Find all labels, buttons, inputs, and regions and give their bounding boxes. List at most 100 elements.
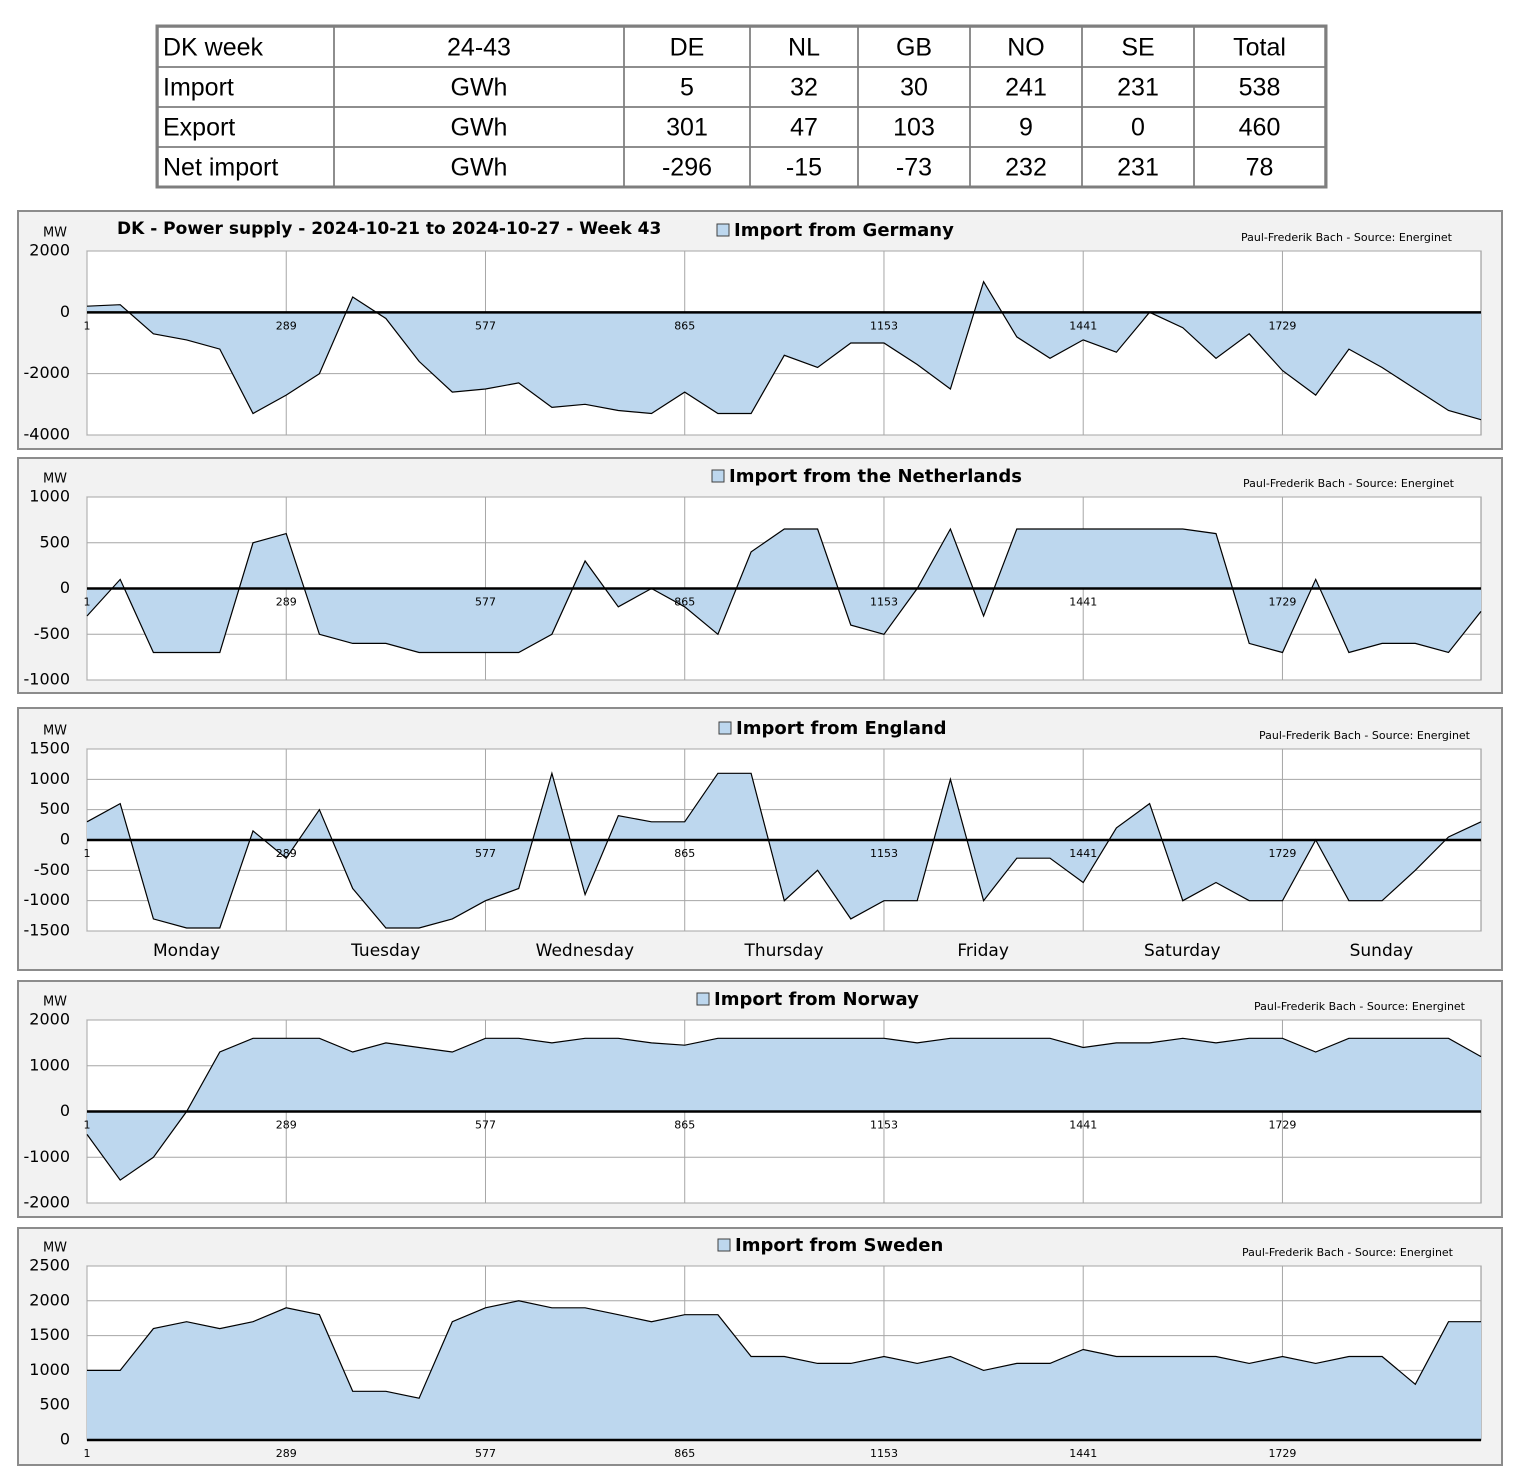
table-cell-text: 231 [1117, 74, 1159, 102]
day-label: Monday [153, 941, 220, 961]
legend-label: Import from the Netherlands [729, 466, 1022, 487]
y-tick-label: 500 [39, 1395, 70, 1414]
table-cell-text: Net import [163, 154, 278, 182]
table-cell-text: DE [670, 34, 705, 62]
y-tick-label: 2500 [29, 1256, 70, 1275]
x-tick-label: 1441 [1069, 596, 1097, 609]
x-tick-label: 1 [84, 1447, 91, 1460]
y-tick-label: 500 [39, 799, 70, 818]
area [87, 773, 1481, 928]
y-tick-label: -4000 [24, 425, 71, 444]
y-tick-label: 2000 [29, 1290, 70, 1309]
table-cell-text: GWh [451, 114, 508, 142]
table-cell-text: DK week [163, 34, 264, 62]
legend-swatch [696, 992, 710, 1006]
x-tick-label: 865 [674, 1447, 695, 1460]
day-label: Tuesday [350, 941, 420, 961]
line [86, 527, 1482, 654]
y-tick-label: -1000 [24, 670, 71, 689]
legend-swatch [717, 1238, 731, 1252]
table-cell-text: GB [896, 34, 932, 62]
table-cell-text: 538 [1239, 74, 1281, 102]
table-cell-text: -296 [662, 154, 712, 182]
legend-label: Import from Sweden [735, 1235, 943, 1256]
day-label: Friday [957, 941, 1009, 961]
table-cell-text: 0 [1131, 114, 1145, 142]
legend-label: Import from Norway [714, 989, 919, 1010]
table-cell-text: 78 [1246, 154, 1274, 182]
x-tick-label: 1153 [870, 1447, 898, 1460]
table-cell-text: -15 [786, 154, 822, 182]
x-tick-label: 577 [475, 319, 496, 332]
y-tick-label: 0 [60, 830, 70, 849]
table-cell-text: 5 [680, 74, 694, 102]
x-tick-label: 289 [276, 319, 297, 332]
y-tick-label: 1000 [29, 1055, 70, 1074]
x-tick-label: 1729 [1268, 596, 1296, 609]
y-axis-label: MW [43, 724, 67, 739]
table-cell-text: 30 [900, 74, 928, 102]
table-cell-text: -73 [896, 154, 932, 182]
y-tick-label: 1000 [29, 1360, 70, 1379]
y-tick-label: -500 [34, 624, 70, 643]
x-tick-label: 865 [674, 1119, 695, 1132]
day-label: Wednesday [536, 941, 634, 961]
legend-swatch [716, 223, 730, 237]
legend-label: Import from Germany [734, 220, 954, 241]
y-tick-label: -1000 [24, 890, 71, 909]
area [87, 281, 1481, 420]
line [86, 771, 1482, 929]
x-tick-label: 577 [475, 1447, 496, 1460]
x-tick-label: 577 [475, 1119, 496, 1132]
area [87, 529, 1481, 653]
x-tick-label: 1441 [1069, 1119, 1097, 1132]
x-tick-label: 289 [276, 596, 297, 609]
x-tick-label: 289 [276, 1119, 297, 1132]
y-tick-label: 0 [60, 578, 70, 597]
table-cell-text: GWh [451, 74, 508, 102]
table-cell-text: 301 [666, 114, 708, 142]
table-cell-text: 9 [1019, 114, 1033, 142]
table-cell-text: 241 [1005, 74, 1047, 102]
table-cell-text: 47 [790, 114, 818, 142]
x-tick-label: 577 [475, 596, 496, 609]
source-note: Paul-Frederik Bach - Source: Energinet [1254, 1000, 1466, 1013]
x-tick-label: 1729 [1268, 1119, 1296, 1132]
area [87, 1300, 1481, 1440]
table-cell-text: 103 [893, 114, 935, 142]
y-tick-label: -500 [34, 860, 70, 879]
y-tick-label: 1500 [29, 1325, 70, 1344]
day-label: Thursday [743, 941, 823, 961]
table-cell-text: NO [1007, 34, 1045, 62]
y-tick-label: 0 [60, 1101, 70, 1120]
table-cell-text: Import [163, 74, 234, 102]
x-tick-label: 1153 [870, 847, 898, 860]
source-note: Paul-Frederik Bach - Source: Energinet [1242, 1246, 1454, 1259]
x-tick-label: 1153 [870, 319, 898, 332]
table-cell-text: NL [788, 34, 820, 62]
x-tick-label: 1 [84, 596, 91, 609]
chart-title: DK - Power supply - 2024-10-21 to 2024-1… [117, 219, 661, 239]
table-cell-text: 32 [790, 74, 818, 102]
x-tick-label: 1441 [1069, 847, 1097, 860]
x-tick-label: 1441 [1069, 1447, 1097, 1460]
y-tick-label: -1500 [24, 921, 71, 940]
y-tick-label: 1000 [29, 487, 70, 506]
x-tick-label: 865 [674, 847, 695, 860]
y-tick-label: 2000 [29, 1010, 70, 1029]
legend-label: Import from England [736, 718, 947, 739]
y-tick-label: -2000 [24, 1193, 71, 1212]
table-cell-text: 232 [1005, 154, 1047, 182]
x-tick-label: 865 [674, 319, 695, 332]
legend-swatch [711, 469, 725, 483]
y-axis-label: MW [43, 995, 67, 1010]
area [87, 1038, 1481, 1181]
table-cell-text: 24-43 [447, 34, 511, 62]
x-tick-label: 577 [475, 847, 496, 860]
table-cell-text: 460 [1239, 114, 1281, 142]
line [87, 1300, 1481, 1399]
x-tick-label: 1 [84, 319, 91, 332]
day-label: Saturday [1144, 941, 1221, 961]
